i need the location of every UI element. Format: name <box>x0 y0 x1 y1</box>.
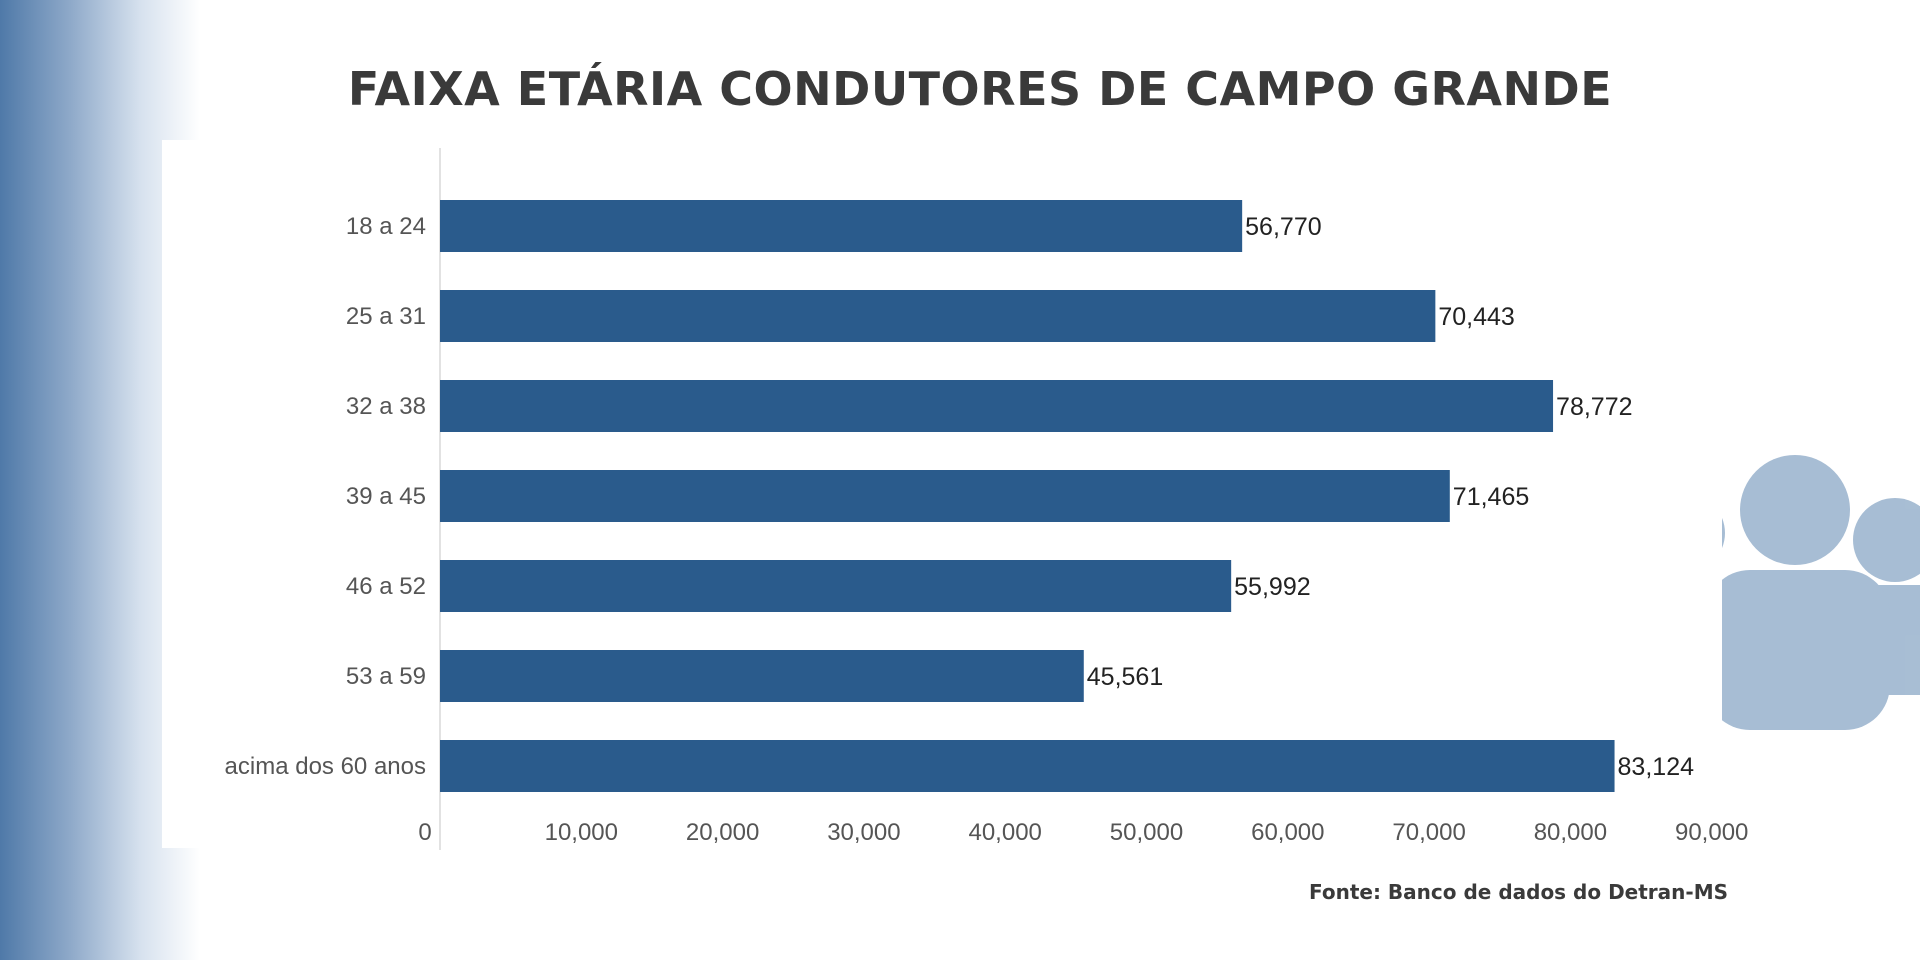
x-tick-label-3: 30,000 <box>827 819 900 846</box>
category-label-2: 32 a 38 <box>346 393 426 420</box>
data-label-4: 55,992 <box>1234 573 1310 601</box>
bar-4 <box>440 560 1232 612</box>
x-tick-label-0: 0 <box>418 819 431 846</box>
x-tick-label-1: 10,000 <box>545 819 618 846</box>
category-label-6: acima dos 60 anos <box>225 753 426 780</box>
data-label-2: 78,772 <box>1556 393 1632 421</box>
data-label-0: 56,770 <box>1245 213 1321 241</box>
data-label-6: 83,124 <box>1618 753 1695 781</box>
bar-2 <box>440 380 1554 432</box>
category-label-1: 25 a 31 <box>346 303 426 330</box>
x-tick-label-6: 60,000 <box>1251 819 1324 846</box>
x-tick-label-2: 20,000 <box>686 819 759 846</box>
x-tick-label-8: 80,000 <box>1534 819 1607 846</box>
category-label-0: 18 a 24 <box>346 213 426 240</box>
bar-0 <box>440 200 1243 252</box>
bar-5 <box>440 650 1084 702</box>
bar-1 <box>440 290 1436 342</box>
chart-title: FAIXA ETÁRIA CONDUTORES DE CAMPO GRANDE <box>347 62 1613 116</box>
data-label-5: 45,561 <box>1087 663 1163 691</box>
x-tick-label-5: 50,000 <box>1110 819 1183 846</box>
category-label-5: 53 a 59 <box>346 663 426 690</box>
bar-3 <box>440 470 1450 522</box>
category-label-3: 39 a 45 <box>346 483 426 510</box>
category-label-4: 46 a 52 <box>346 573 426 600</box>
x-tick-label-7: 70,000 <box>1392 819 1465 846</box>
data-label-1: 70,443 <box>1438 303 1514 331</box>
bar-6 <box>440 740 1615 792</box>
data-label-3: 71,465 <box>1453 483 1529 511</box>
x-tick-label-9: 90,000 <box>1675 819 1748 846</box>
source-note: Fonte: Banco de dados do Detran-MS <box>1309 880 1728 904</box>
x-tick-label-4: 40,000 <box>968 819 1041 846</box>
